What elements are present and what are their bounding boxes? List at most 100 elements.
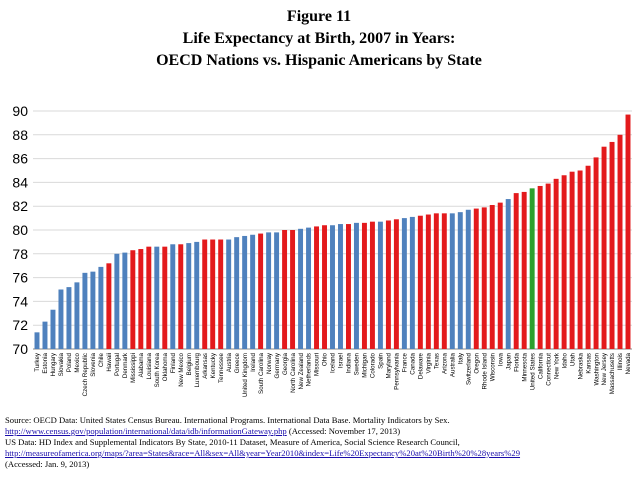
bar <box>66 287 72 349</box>
y-tick-label: 84 <box>12 174 28 190</box>
x-tick-label: Connecticut <box>545 353 552 386</box>
x-tick-label: Louisiana <box>146 352 153 379</box>
source-line-2: http://www.census.gov/population/interna… <box>5 426 635 437</box>
bar <box>42 321 48 349</box>
bar <box>369 221 375 349</box>
x-tick-label: Texas <box>434 353 441 369</box>
bar <box>274 232 280 349</box>
bar <box>146 246 152 349</box>
x-tick-label: France <box>402 352 409 372</box>
bar <box>306 227 312 349</box>
x-tick-label: Finland <box>170 352 177 373</box>
bar <box>330 225 335 349</box>
bar <box>218 239 224 349</box>
x-tick-label: United Kingdom <box>242 353 249 397</box>
x-tick-label: Chile <box>98 352 105 367</box>
bar <box>521 191 527 349</box>
x-tick-label: Oregon <box>473 352 480 373</box>
bar <box>361 222 367 349</box>
bar <box>338 224 343 349</box>
x-tick-label: Ohio <box>322 352 329 366</box>
x-tick-label: Michigan <box>362 352 369 377</box>
chart-titles: Figure 11 Life Expectancy at Birth, 2007… <box>0 6 638 72</box>
x-tick-label: Estonia <box>42 352 49 373</box>
bar <box>441 213 447 349</box>
bar <box>489 205 495 349</box>
x-tick-label: Georgia <box>282 352 289 375</box>
bar <box>393 219 399 349</box>
bar <box>385 220 391 349</box>
x-tick-label: Greece <box>234 352 241 373</box>
x-tick-label: United States <box>529 353 536 390</box>
bar <box>377 221 383 349</box>
x-tick-label: South Korea <box>154 352 161 387</box>
chart-subtitle-line-1: Life Expectancy at Birth, 2007 in Years: <box>182 30 456 47</box>
bar <box>266 232 272 349</box>
bar <box>473 208 479 349</box>
x-tick-label: Maryland <box>386 352 393 378</box>
x-tick-label: Italy <box>457 352 464 364</box>
life-expectancy-bar-chart: 70 72 74 76 78 80 82 84 86 88 90 Turkey Estonia Hunga… <box>12 103 632 397</box>
bar <box>569 171 575 349</box>
bar <box>465 209 471 349</box>
x-tick-label: Kentucky <box>210 352 217 378</box>
bar <box>250 234 256 349</box>
source-notes: Source: OECD Data: United States Census … <box>5 415 635 470</box>
x-tick-label: Australia <box>450 352 457 377</box>
x-tick-label: California <box>537 352 544 379</box>
bar <box>258 233 264 349</box>
bar <box>226 239 232 349</box>
bar <box>290 230 296 349</box>
x-tick-label: South Carolina <box>258 352 265 393</box>
x-tick-label: Austria <box>226 352 233 372</box>
x-tick-label: Tennessee <box>218 352 225 382</box>
bar <box>58 289 64 349</box>
x-tick-label: Canada <box>410 352 417 374</box>
bar <box>298 228 304 349</box>
source-line-4: http://measureofamerica.org/maps/?area=S… <box>5 448 635 459</box>
x-tick-label: Colorado <box>370 352 377 378</box>
bar <box>186 243 192 349</box>
bar <box>114 253 120 349</box>
x-tick-label: Portugal <box>114 353 121 376</box>
bar <box>457 212 463 349</box>
x-tick-label: Missouri <box>314 353 321 376</box>
x-tick-label: Nevada <box>625 352 632 374</box>
x-tick-label: Germany <box>274 352 281 378</box>
bar <box>481 207 487 349</box>
x-tick-label: Hawaii <box>106 353 113 372</box>
bar <box>497 202 503 349</box>
x-tick-label: New Zealand <box>298 352 305 389</box>
bar <box>234 237 240 349</box>
x-tick-label: Delaware <box>418 352 425 379</box>
x-tick-label: Netherlands <box>306 353 313 386</box>
bar <box>417 215 423 349</box>
bar <box>449 213 455 349</box>
x-tick-label: Arizona <box>442 352 449 374</box>
x-tick-label: Minnesota <box>521 352 528 381</box>
bar <box>585 165 591 349</box>
chart-title: Figure 11 <box>286 8 352 25</box>
bar <box>138 249 144 349</box>
y-tick-label: 82 <box>12 198 28 214</box>
bar <box>50 309 56 349</box>
x-tick-label: Belgium <box>186 353 193 375</box>
bar <box>170 244 176 349</box>
census-link[interactable]: http://www.census.gov/population/interna… <box>5 426 287 436</box>
x-tick-label: Turkey <box>34 352 41 372</box>
bar <box>90 271 96 349</box>
x-tick-label: Wisconsin <box>489 352 496 381</box>
measure-of-america-link[interactable]: http://measureofamerica.org/maps/?area=S… <box>5 448 521 458</box>
bar <box>409 216 415 349</box>
x-tick-label: Virginia <box>426 352 433 373</box>
x-tick-label: Poland <box>66 352 73 372</box>
bar <box>505 199 511 349</box>
x-tick-label: Arkansas <box>202 353 209 379</box>
bar <box>553 178 559 349</box>
y-tick-label: 70 <box>12 341 28 357</box>
bar <box>433 213 439 349</box>
bar <box>210 239 216 349</box>
x-tick-label: Florida <box>513 352 520 371</box>
bar <box>242 235 248 349</box>
x-tick-label: Oklahoma <box>162 352 169 381</box>
